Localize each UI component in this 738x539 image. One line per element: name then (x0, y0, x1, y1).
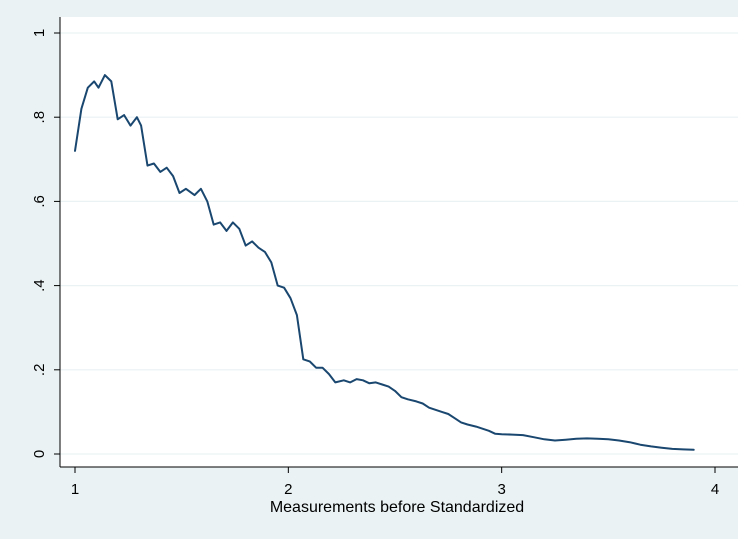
series-layer (74, 74, 695, 451)
x-axis-label: Measurements before Standardized (270, 499, 524, 516)
plot-area (60, 17, 738, 467)
y-tick-label: .4 (31, 279, 48, 292)
y-tick-label: .8 (31, 111, 48, 124)
x-tick-label: 1 (71, 481, 79, 498)
y-tick-label: 1 (31, 29, 48, 37)
axes: 0 .2 .4 .6 .8 1 1 2 3 4 (31, 17, 738, 498)
y-tick-label: .6 (31, 195, 48, 208)
x-tick-label: 3 (497, 481, 505, 498)
series-line (74, 74, 695, 451)
x-tick-label: 2 (284, 481, 292, 498)
y-tick-label: 0 (31, 450, 48, 458)
x-tick-label: 4 (711, 481, 719, 498)
grid-lines (60, 32, 738, 455)
y-tick-label: .2 (31, 364, 48, 377)
